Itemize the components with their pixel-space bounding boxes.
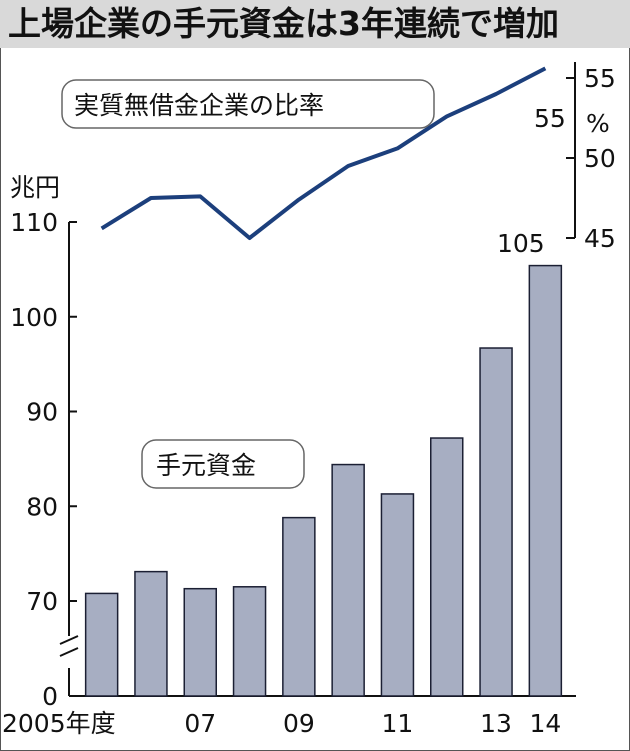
x-tick-label: 14 bbox=[529, 709, 561, 738]
x-tick-label: 11 bbox=[382, 709, 414, 738]
cash-bar bbox=[380, 493, 415, 697]
cash-bar bbox=[331, 463, 365, 697]
cash-series-label: 手元資金 bbox=[141, 439, 305, 489]
x-tick-label: 09 bbox=[283, 709, 315, 738]
left-tick-label: 90 bbox=[26, 398, 58, 427]
svg-text:実質無借金企業の比率: 実質無借金企業の比率 bbox=[74, 91, 324, 120]
axis-break-mark bbox=[59, 635, 79, 657]
svg-text:手元資金: 手元資金 bbox=[156, 451, 256, 480]
cash-bar bbox=[134, 570, 168, 697]
cash-bar bbox=[479, 347, 513, 697]
chart-title: 上場企業の手元資金は3年連続で増加 bbox=[0, 0, 630, 48]
right-tick-label: 45 bbox=[584, 224, 616, 253]
cash-bar bbox=[528, 264, 563, 697]
left-tick-label: 100 bbox=[10, 303, 58, 332]
ratio-series-line bbox=[100, 66, 547, 240]
right-tick-label: 55 bbox=[584, 64, 616, 93]
line-last-annotation: 55 bbox=[534, 104, 566, 133]
right-tick-label: 50 bbox=[584, 144, 616, 173]
right-axis-unit: % bbox=[586, 109, 610, 138]
left-axis-unit: 兆円 bbox=[10, 173, 60, 202]
cash-bar bbox=[84, 592, 119, 697]
left-tick-label: 80 bbox=[26, 492, 58, 521]
left-tick-label: 110 bbox=[10, 208, 58, 237]
x-tick-label: 07 bbox=[184, 709, 216, 738]
left-tick-label: 70 bbox=[26, 587, 58, 616]
cash-bar bbox=[430, 437, 464, 697]
cash-bar bbox=[183, 587, 217, 697]
cash-bar bbox=[232, 586, 267, 697]
cash-bar bbox=[282, 516, 316, 697]
x-tick-label: 2005年度 bbox=[2, 709, 116, 738]
ratio-series-label: 実質無借金企業の比率 bbox=[61, 79, 435, 129]
left-tick-label: 0 bbox=[42, 682, 58, 711]
x-tick-label: 13 bbox=[480, 709, 512, 738]
bar-last-annotation: 105 bbox=[497, 229, 545, 258]
